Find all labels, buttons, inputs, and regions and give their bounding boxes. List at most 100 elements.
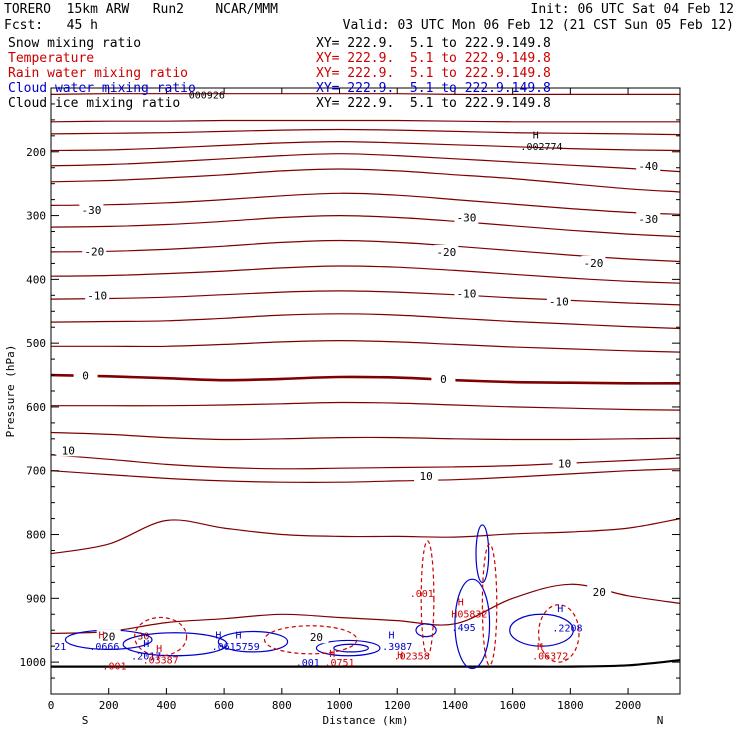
extrema-label-14: .2017 [131, 652, 161, 663]
hydrometeor-contour-5 [415, 623, 437, 638]
extrema-label-1: H [533, 131, 539, 142]
x-end-label-north: N [657, 714, 664, 727]
isotherm-2 [50, 128, 681, 136]
extrema-label-25: .3987 [382, 642, 412, 653]
hydrometeor-contour-13 [538, 604, 580, 663]
extrema-label-15: H [143, 639, 149, 650]
contour-label-bg-4 [82, 244, 107, 258]
contour-label-bg-7 [85, 288, 110, 302]
hydrometeor-contour-7 [454, 578, 491, 670]
terrain-line [50, 659, 681, 668]
hydrometeor-contour-6 [475, 524, 490, 583]
isotherm-12 [51, 339, 681, 353]
contour-label-16: 20 [310, 631, 323, 644]
hydrometeor-contour-3 [315, 639, 381, 657]
isotherm-14 [51, 401, 681, 411]
contour-label-bg-12 [56, 443, 81, 457]
isotherm-3 [50, 140, 681, 152]
extrema-label-22: .001 [296, 658, 320, 669]
contour-label-bg-9 [546, 294, 571, 308]
extrema-label-3: H [458, 598, 464, 609]
extrema-label-8: H [557, 604, 563, 615]
isotherm-6 [50, 192, 681, 215]
x-tick-label-1: 200 [99, 699, 119, 712]
contour-label-11: 0 [440, 373, 447, 386]
contour-label-bg-5 [434, 244, 459, 258]
x-tick-label-3: 600 [214, 699, 234, 712]
isotherm-18 [50, 518, 681, 555]
extrema-label-19: H [215, 631, 221, 642]
legend-snow-label: Snow mixing ratio [8, 36, 142, 51]
legend-cloud-ice-xy: XY= 222.9. 5.1 to 222.9.149.8 [316, 96, 551, 111]
contour-label-4: -20 [84, 245, 104, 258]
x-tick-label-0: 0 [48, 699, 55, 712]
extrema-label-11: H [98, 631, 104, 642]
isotherm-17 [50, 468, 681, 483]
isotherm-13 [50, 373, 681, 385]
contour-label-9: -10 [549, 296, 569, 309]
extrema-label-28: H [397, 650, 403, 661]
y-tick-label-7: 900 [26, 592, 46, 605]
axes: 0 200 400 600 800 1000 1200 1400 1600 1800 2000200… [4, 87, 680, 727]
hydrometeor-contour-4 [333, 643, 369, 653]
isotherm-19 [50, 583, 681, 634]
extrema-label-13: 21 [54, 642, 66, 653]
x-axis-title: Distance (km) [322, 714, 408, 727]
isotherm-5 [50, 168, 681, 193]
y-tick-label-5: 700 [26, 465, 46, 478]
y-tick-label-6: 800 [26, 529, 46, 542]
x-tick-label-4: 800 [272, 699, 292, 712]
contour-label-bg-10 [73, 368, 98, 382]
hydrometeor-contour-10 [420, 540, 435, 657]
isotherm-11 [50, 313, 681, 330]
x-end-label-south: S [82, 714, 89, 727]
legend-cloud-water-label: Cloud water mixing ratio [8, 81, 196, 96]
temperature-contours [50, 93, 681, 668]
contour-label-15: 20 [102, 631, 115, 644]
hydrometeor-contours [64, 524, 580, 670]
contour-label-14: 10 [558, 458, 571, 471]
contour-label-10: 0 [82, 370, 89, 383]
contour-label-bg-13 [414, 468, 439, 482]
extrema-label-6: .495 [452, 623, 476, 634]
contour-label-bg-11 [431, 371, 456, 385]
contour-label-bg-14 [552, 456, 577, 470]
extrema-label-2: .002774 [520, 142, 562, 153]
contour-label-1: -30 [81, 204, 101, 217]
legend-temperature-xy: XY= 222.9. 5.1 to 222.9.149.8 [316, 51, 551, 66]
contour-label-17: 20 [593, 586, 606, 599]
extrema-label-12: .0666 [89, 642, 119, 653]
legend-cloud-ice-label: Cloud ice mixing ratio [8, 96, 181, 111]
hydrometeor-contour-11 [481, 543, 498, 666]
isotherm-9 [50, 265, 681, 284]
extrema-label-23: .0751 [324, 658, 354, 669]
contour-label-5: -20 [436, 246, 456, 259]
extrema-label-17: .03387 [143, 656, 179, 667]
contour-label-2: -30 [457, 211, 477, 224]
y-tick-label-4: 600 [26, 401, 46, 414]
contour-label-12: 10 [62, 444, 75, 457]
contour-label-bg-8 [454, 286, 479, 300]
x-tick-label-10: 2000 [615, 699, 642, 712]
extrema-label-26: H [329, 649, 335, 660]
extrema-label-27: .02358 [394, 652, 430, 663]
extrema-label-29: 30 [137, 631, 149, 642]
extrema-label-21: H [236, 631, 242, 642]
isotherm-4 [50, 153, 681, 173]
contour-label-8: -10 [457, 287, 477, 300]
x-tick-label-8: 1600 [499, 699, 526, 712]
contour-labels: -40 -30 -30 -30 -20 -20 -20 -10 -10 -10 0 0 10 10 10 20… [54, 90, 661, 672]
y-axis-title: Pressure (hPa) [4, 345, 17, 438]
hydrometeor-contour-1 [122, 632, 228, 657]
contour-label-bg-6 [581, 255, 606, 269]
isotherm-8 [50, 239, 681, 263]
contour-label-bg-1 [79, 202, 104, 216]
isotherm-15 [50, 431, 681, 441]
hydrometeor-contour-12 [263, 625, 358, 655]
contour-label-bg-0 [636, 158, 661, 172]
extrema-label-4: .001 [410, 589, 434, 600]
extrema-label-0: 000926 [189, 90, 225, 101]
contour-label-bg-17 [587, 584, 612, 598]
extrema-label-20: .0615759 [212, 642, 260, 653]
